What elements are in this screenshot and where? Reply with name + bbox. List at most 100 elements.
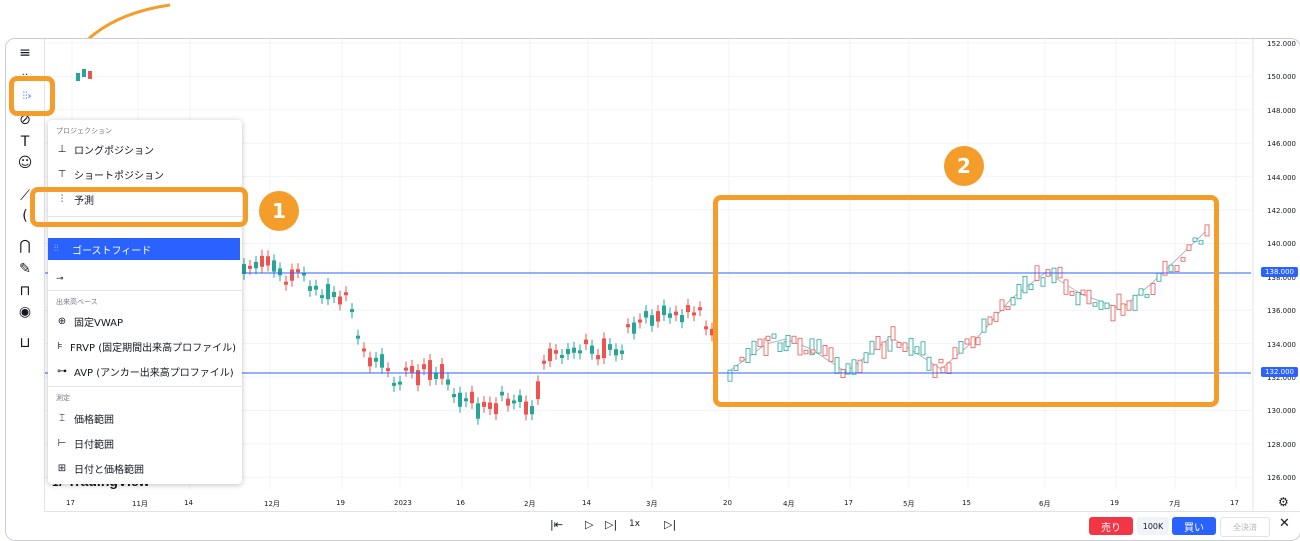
- menu-item-price-range[interactable]: ⌶ 価格範囲: [54, 407, 236, 429]
- text-icon[interactable]: T: [20, 134, 30, 150]
- x-axis-label: 11月: [132, 500, 148, 508]
- x-axis-label: 4月: [783, 500, 795, 508]
- crosshair-lines-icon[interactable]: ≡: [19, 45, 31, 61]
- menu-item-date-price-range[interactable]: ⊞ 日付と価格範囲: [54, 457, 236, 479]
- candle-body: [548, 348, 552, 362]
- candle-body: [278, 268, 282, 276]
- ruler-icon[interactable]: ⟋: [20, 188, 30, 204]
- candle-body: [704, 326, 708, 330]
- ghost-candle: [1186, 244, 1192, 251]
- brush-icon[interactable]: ⊘: [19, 112, 31, 128]
- ghost-candle: [875, 335, 881, 350]
- menu-item-avp[interactable]: ⊶ AVP (アンカー出来高プロファイル): [54, 360, 236, 382]
- candle-body: [644, 311, 648, 318]
- ghost-candle: [727, 369, 733, 382]
- ghost-candle: [863, 352, 869, 364]
- y-axis-label: 152.000: [1267, 40, 1296, 48]
- candle-body: [326, 284, 330, 300]
- candle-body: [536, 381, 540, 400]
- settings-gear-icon[interactable]: ⚙: [1278, 495, 1289, 509]
- ghost-candle: [1192, 237, 1198, 242]
- ghost-candle: [1110, 305, 1116, 322]
- candle-body: [692, 312, 696, 316]
- badge-two: 2: [944, 146, 984, 186]
- ghost-candle: [1010, 297, 1016, 306]
- ghost-candle: [1080, 289, 1086, 295]
- x-axis-label: 14: [582, 499, 591, 507]
- candle-body: [314, 285, 318, 290]
- ghost-candle: [739, 356, 745, 362]
- menu-item-frvp[interactable]: ⊧ FRVP (固定期間出来高プロファイル): [54, 335, 236, 357]
- x-axis-label: 2023: [394, 499, 412, 507]
- ghost-path: [765, 338, 787, 345]
- candle-body: [590, 345, 594, 354]
- candle-body: [338, 296, 342, 305]
- candle-body: [632, 322, 636, 334]
- emoji-icon[interactable]: ☺: [17, 155, 33, 171]
- ghostfeed-icon: ⫶⫶: [54, 244, 59, 254]
- buy-button[interactable]: 買い: [1172, 517, 1216, 535]
- badge-one: 1: [259, 191, 299, 231]
- y-axis-label: 148.000: [1267, 106, 1296, 115]
- pencil-lock-icon[interactable]: ✎: [19, 261, 31, 277]
- separator: [48, 386, 242, 387]
- candle-body: [650, 315, 654, 326]
- candle-body: [296, 269, 300, 273]
- quantity-field[interactable]: 100K: [1137, 517, 1169, 535]
- candle-body: [554, 350, 558, 354]
- candle-body: [476, 403, 480, 419]
- candle-body: [374, 357, 378, 362]
- jump-back-icon[interactable]: |⇤: [550, 518, 563, 531]
- x-axis-label: 17: [1230, 499, 1239, 507]
- candle-body: [308, 286, 312, 291]
- jump-end-icon[interactable]: ▷|: [664, 518, 677, 531]
- x-axis-label: 7月: [1169, 500, 1181, 508]
- menu-item-forecast[interactable]: ⫶ 予測: [54, 188, 236, 210]
- menu-item-anchored-vwap[interactable]: ⊕ 固定VWAP: [54, 310, 236, 332]
- section-projection: プロジェクション: [56, 127, 112, 135]
- separator: [48, 290, 242, 291]
- menu-item-short-position[interactable]: ⊤ ショートポジション: [54, 163, 236, 185]
- path-tool-icon[interactable]: ⊸: [56, 274, 64, 284]
- sell-button[interactable]: 売り: [1089, 517, 1133, 535]
- close-all-button[interactable]: 全決済: [1220, 517, 1270, 537]
- circle-icon[interactable]: (: [22, 208, 28, 224]
- lock-icon[interactable]: ⊓: [19, 283, 31, 299]
- ghostfeed-tool-button[interactable]: ⫶⫶›: [12, 81, 42, 111]
- candle-body: [410, 365, 414, 373]
- magnet-icon[interactable]: ⋂: [19, 238, 31, 254]
- candle-body: [626, 324, 630, 328]
- chart-window: 152.000 150.000 148.000 146.000 144.000 142.0…: [5, 38, 1300, 541]
- menu-item-long-position[interactable]: ⊥ ロングポジション: [54, 138, 236, 160]
- ghost-candle: [1005, 305, 1011, 310]
- ghost-candle: [803, 349, 809, 355]
- ghost-candle: [1150, 283, 1156, 295]
- chart-canvas: [44, 39, 1254, 512]
- highlight-ghost-area: [713, 195, 1219, 407]
- ghost-candle: [869, 340, 875, 355]
- ghost-candle: [816, 339, 822, 354]
- close-icon[interactable]: ✕: [1279, 516, 1290, 531]
- grid: [44, 39, 1251, 489]
- x-axis-label: 17: [844, 499, 853, 507]
- eye-icon[interactable]: ◉: [18, 304, 32, 320]
- menu-item-ghost-feed[interactable]: ⫶⫶ ゴーストフィード: [48, 238, 240, 260]
- candle-body: [566, 348, 570, 355]
- ghost-candle: [902, 342, 908, 352]
- speed-button[interactable]: 1x: [629, 519, 641, 529]
- candle-body: [356, 335, 360, 339]
- section-measure: 測定: [56, 394, 70, 402]
- candle-body: [446, 379, 450, 385]
- trash-icon[interactable]: ⊔: [19, 335, 31, 351]
- candle-body: [638, 319, 642, 323]
- play-icon[interactable]: ▷: [585, 518, 594, 531]
- ghost-candle: [890, 326, 896, 341]
- menu-item-date-range[interactable]: ⊢ 日付範囲: [54, 432, 236, 454]
- x-axis-label: 12月: [264, 500, 280, 508]
- candle-body: [398, 381, 402, 385]
- x-axis-label: 3月: [646, 500, 658, 508]
- ghost-candle: [926, 356, 932, 371]
- dots-icon[interactable]: ‥: [21, 66, 29, 78]
- step-forward-icon[interactable]: ▷|: [605, 518, 618, 531]
- candle-body: [248, 265, 252, 269]
